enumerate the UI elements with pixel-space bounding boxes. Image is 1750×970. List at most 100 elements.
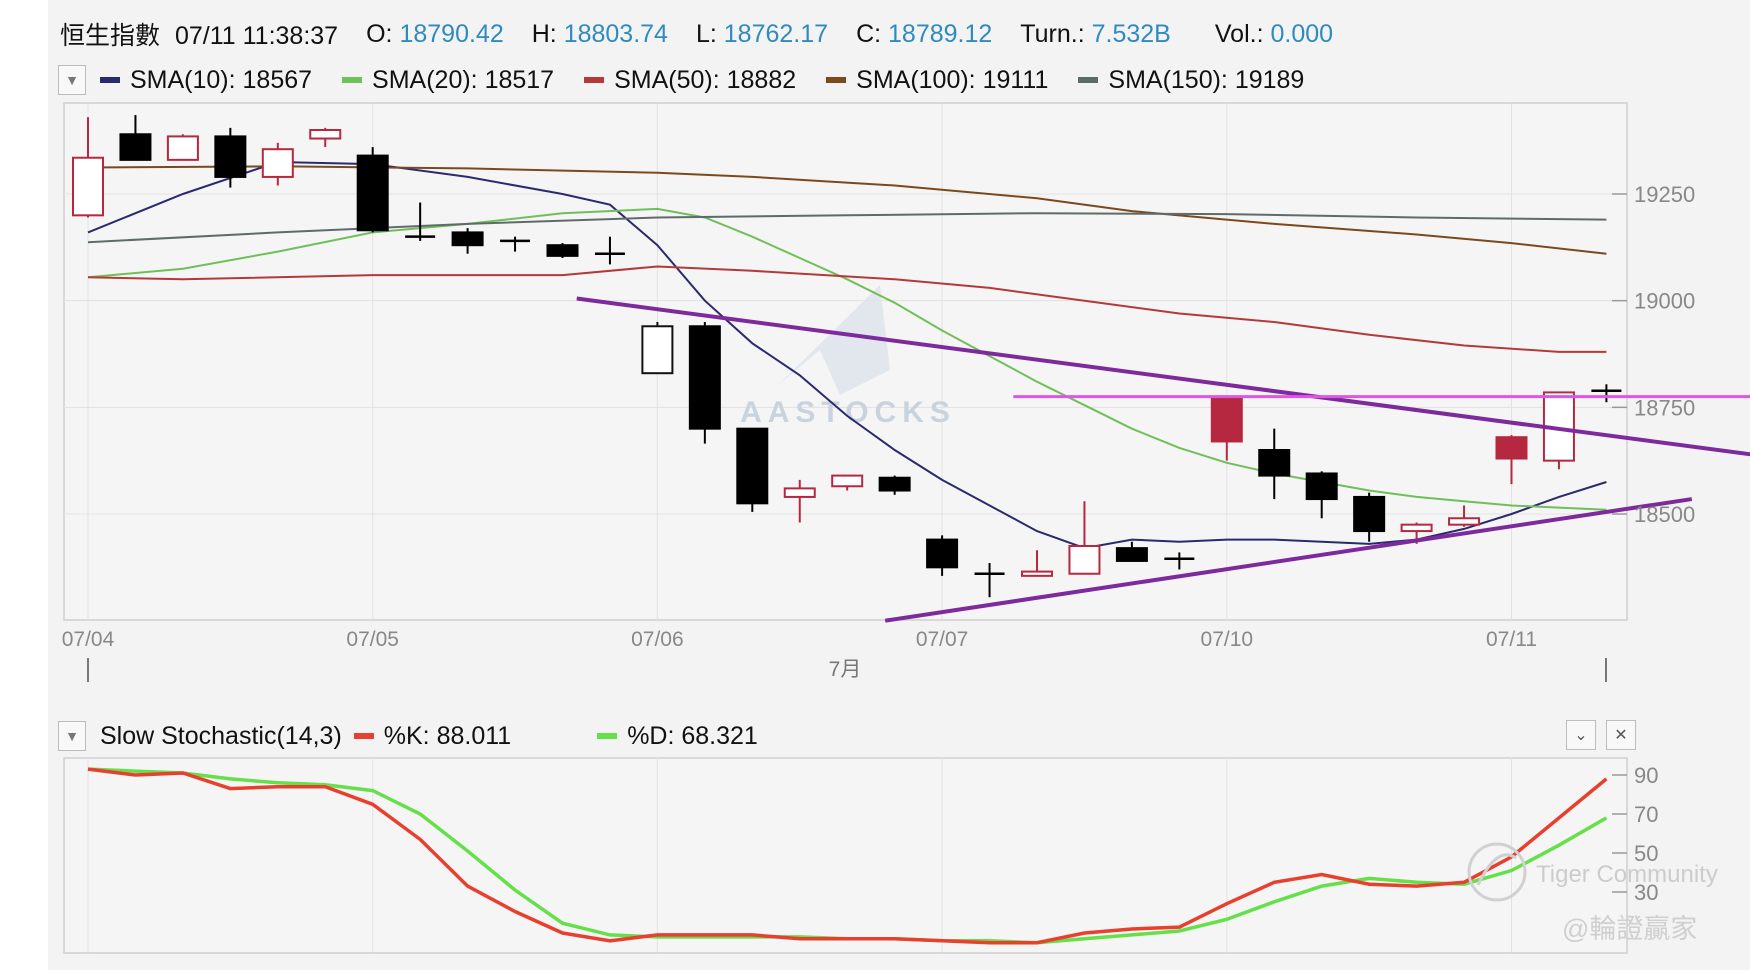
sma-line-sma20 xyxy=(87,207,1607,511)
legend-label: SMA(20): 18517 xyxy=(372,65,555,94)
legend-label: SMA(100): 19111 xyxy=(856,65,1049,94)
sma-lines xyxy=(87,160,1607,550)
candle xyxy=(1068,501,1101,575)
candle xyxy=(356,147,389,233)
candle xyxy=(974,563,1005,598)
candle-body xyxy=(688,325,721,430)
candle xyxy=(500,236,531,252)
stochastic-dropdown-button[interactable]: ▼ xyxy=(58,721,86,751)
stochastic-grid xyxy=(87,758,1512,953)
sma-line-sma50 xyxy=(87,265,1607,353)
volume-label: Vol.: xyxy=(1214,19,1264,48)
legend-item-sma150: SMA(150): 19189 xyxy=(1078,66,1304,95)
candle-body xyxy=(72,156,104,217)
candle xyxy=(1495,435,1528,485)
candle-body xyxy=(1210,397,1243,443)
community-watermark: Tiger Community xyxy=(1536,861,1718,888)
y-tick-label: 18750 xyxy=(1634,395,1695,420)
dropdown-arrow-icon: ▼ xyxy=(65,728,79,744)
high-value: H: 18803.74 xyxy=(532,20,668,49)
upper-trendline xyxy=(576,296,1750,457)
candle-body xyxy=(214,135,247,178)
legend-item-sma20: SMA(20): 18517 xyxy=(342,66,554,95)
candle xyxy=(546,243,579,258)
stochastic-lines xyxy=(87,767,1608,945)
legend-label: %D: 68.321 xyxy=(627,721,758,750)
legend-item-sma10: SMA(10): 18567 xyxy=(100,66,312,95)
volume-value: Vol.: 0.000 xyxy=(1215,20,1333,49)
x-tick-label: 07/11 xyxy=(1486,628,1537,651)
candle xyxy=(214,127,247,188)
candle xyxy=(926,535,959,576)
sma-line-sma150 xyxy=(87,212,1607,244)
low-label: L: xyxy=(695,19,717,48)
collapse-button[interactable]: ⌄ xyxy=(1566,720,1596,750)
left-margin-strip xyxy=(0,0,48,970)
close-button[interactable]: ✕ xyxy=(1606,720,1636,750)
close-value: C: 18789.12 xyxy=(856,20,992,49)
candle xyxy=(261,142,294,186)
candle-body xyxy=(1021,570,1053,577)
candle-body xyxy=(261,148,294,178)
stochastic-line-k xyxy=(87,767,1608,945)
candle-body xyxy=(1115,547,1148,562)
y-tick-label: 90 xyxy=(1634,763,1658,788)
x-tick-label: 07/07 xyxy=(916,628,969,651)
sma-line-sma100 xyxy=(87,165,1607,255)
legend-item-sma100: SMA(100): 19111 xyxy=(826,66,1048,95)
candle xyxy=(451,228,484,254)
open-number: 18790.42 xyxy=(399,19,504,48)
candle-body xyxy=(831,474,864,488)
stochastic-controls: ⌄ ✕ xyxy=(1556,720,1636,750)
tiger-logo-icon xyxy=(1467,842,1527,902)
candle xyxy=(783,479,816,523)
legend-label: %K: 88.011 xyxy=(383,721,512,750)
candle xyxy=(878,475,911,495)
legend-swatch xyxy=(1078,77,1099,83)
candle xyxy=(1021,550,1053,577)
quote-bar: 恒生指數 07/11 11:38:37 O: 18790.42 H: 18803… xyxy=(60,14,1361,54)
candle xyxy=(641,322,674,375)
candle-body xyxy=(926,538,959,569)
high-label: H: xyxy=(531,19,557,48)
candle-body xyxy=(1448,517,1481,526)
legend-label: SMA(50): 18882 xyxy=(614,65,797,94)
legend-item-k: %K: 88.011 xyxy=(353,721,512,751)
symbol-name: 恒生指數 07/11 11:38:37 xyxy=(60,16,338,52)
low-value: L: 18762.17 xyxy=(696,20,828,49)
author-watermark: @輪證贏家 xyxy=(1562,914,1697,944)
month-label: 7月 xyxy=(829,658,862,681)
candle-body xyxy=(1258,449,1291,477)
trend-lines xyxy=(576,296,1750,623)
legend-swatch xyxy=(353,733,374,739)
candle xyxy=(1210,396,1243,461)
y-tick-label: 70 xyxy=(1634,802,1658,827)
candle xyxy=(72,117,104,218)
candle xyxy=(1305,471,1338,519)
stochastic-plot-area xyxy=(63,757,1628,954)
y-tick-label: 50 xyxy=(1634,841,1658,866)
candle xyxy=(736,427,769,512)
price-chart[interactable]: AASTOCKS 19250 19000 18750 18500 07/04 07/05… xyxy=(0,0,1750,700)
legend-swatch xyxy=(100,77,120,83)
candle-body xyxy=(119,133,152,161)
legend-swatch xyxy=(597,733,618,739)
y-tick-label: 19250 xyxy=(1634,182,1695,207)
legend-label: SMA(10): 18567 xyxy=(130,65,313,94)
candle-body xyxy=(736,427,769,505)
stochastic-title: Slow Stochastic(14,3) xyxy=(100,721,342,750)
stochastic-legend: ▼ Slow Stochastic(14,3) %K: 88.011 %D: 6… xyxy=(58,718,788,754)
stochastic-y-axis: 90 70 50 30 xyxy=(1612,763,1658,905)
sma-legend: ▼ SMA(10): 18567 SMA(20): 18517 SMA(50):… xyxy=(58,62,1334,98)
stochastic-line-d xyxy=(87,767,1608,945)
candle-body xyxy=(356,154,389,232)
y-tick-label: 19000 xyxy=(1634,289,1695,314)
candle xyxy=(1591,384,1622,403)
candle-body xyxy=(166,135,199,161)
aastocks-watermark: AASTOCKS xyxy=(740,396,956,429)
candle-body xyxy=(878,476,911,492)
sma-line-sma10 xyxy=(87,160,1607,550)
open-value: O: 18790.42 xyxy=(366,20,504,49)
candle-body xyxy=(1068,545,1101,575)
sma-dropdown-button[interactable]: ▼ xyxy=(58,65,86,95)
